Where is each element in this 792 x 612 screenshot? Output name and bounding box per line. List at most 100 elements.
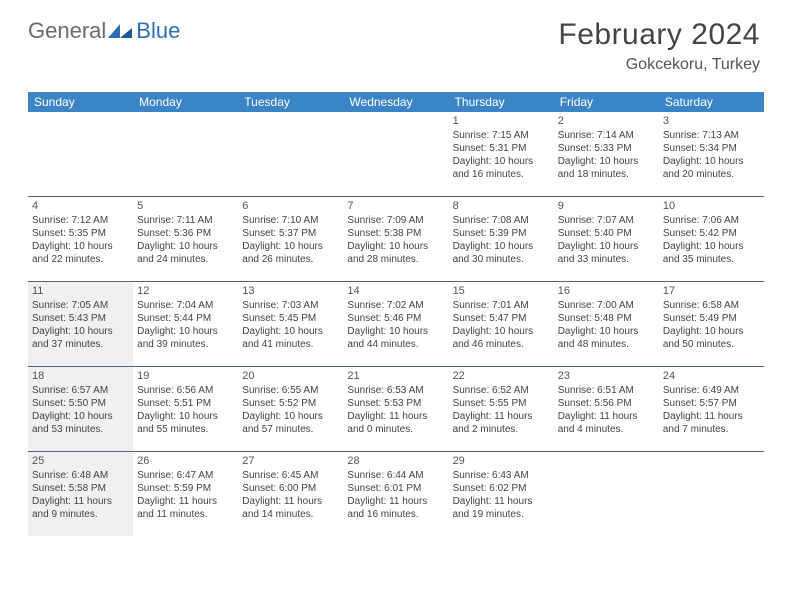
day-number: 10 (663, 199, 760, 213)
day-info: Sunrise: 6:44 AM (347, 469, 444, 482)
day-info: Sunrise: 7:11 AM (137, 214, 234, 227)
day-info: and 4 minutes. (558, 423, 655, 436)
calendar-week: 1Sunrise: 7:15 AMSunset: 5:31 PMDaylight… (28, 112, 764, 196)
day-info: Sunrise: 6:57 AM (32, 384, 129, 397)
day-number: 5 (137, 199, 234, 213)
day-info: Sunrise: 6:47 AM (137, 469, 234, 482)
location-label: Gokcekoru, Turkey (558, 56, 760, 74)
day-info: and 9 minutes. (32, 508, 129, 521)
day-info: Daylight: 11 hours (137, 495, 234, 508)
day-info: and 37 minutes. (32, 338, 129, 351)
day-info: Sunrise: 6:52 AM (453, 384, 550, 397)
day-info: Sunrise: 7:14 AM (558, 129, 655, 142)
day-info: Sunset: 5:33 PM (558, 142, 655, 155)
day-info: Sunset: 5:46 PM (347, 312, 444, 325)
day-info: Daylight: 10 hours (137, 240, 234, 253)
calendar-week: 11Sunrise: 7:05 AMSunset: 5:43 PMDayligh… (28, 281, 764, 366)
calendar-cell (238, 112, 343, 196)
day-info: Sunrise: 6:55 AM (242, 384, 339, 397)
day-number: 20 (242, 369, 339, 383)
day-info: Sunrise: 6:53 AM (347, 384, 444, 397)
day-number: 28 (347, 454, 444, 468)
calendar-cell (133, 112, 238, 196)
day-info: Sunset: 5:59 PM (137, 482, 234, 495)
calendar-cell: 13Sunrise: 7:03 AMSunset: 5:45 PMDayligh… (238, 282, 343, 366)
dow-friday: Friday (554, 92, 659, 112)
day-number: 1 (453, 114, 550, 128)
day-info: Sunset: 5:52 PM (242, 397, 339, 410)
day-info: and 16 minutes. (453, 168, 550, 181)
calendar-cell: 28Sunrise: 6:44 AMSunset: 6:01 PMDayligh… (343, 452, 448, 536)
calendar-cell: 18Sunrise: 6:57 AMSunset: 5:50 PMDayligh… (28, 367, 133, 451)
day-info: Sunset: 5:56 PM (558, 397, 655, 410)
day-info: Daylight: 10 hours (663, 240, 760, 253)
day-number: 14 (347, 284, 444, 298)
day-number: 23 (558, 369, 655, 383)
day-info: Sunset: 5:35 PM (32, 227, 129, 240)
day-info: Sunset: 5:42 PM (663, 227, 760, 240)
day-info: Sunrise: 7:01 AM (453, 299, 550, 312)
day-info: Sunset: 5:36 PM (137, 227, 234, 240)
day-info: Sunset: 5:40 PM (558, 227, 655, 240)
dow-monday: Monday (133, 92, 238, 112)
day-info: Sunrise: 7:08 AM (453, 214, 550, 227)
day-info: Sunrise: 6:43 AM (453, 469, 550, 482)
calendar-cell: 8Sunrise: 7:08 AMSunset: 5:39 PMDaylight… (449, 197, 554, 281)
calendar-cell (554, 452, 659, 536)
day-info: and 7 minutes. (663, 423, 760, 436)
calendar-cell: 7Sunrise: 7:09 AMSunset: 5:38 PMDaylight… (343, 197, 448, 281)
day-info: and 33 minutes. (558, 253, 655, 266)
day-info: Daylight: 11 hours (32, 495, 129, 508)
day-info: and 55 minutes. (137, 423, 234, 436)
day-info: Sunrise: 7:12 AM (32, 214, 129, 227)
day-info: Sunset: 5:38 PM (347, 227, 444, 240)
day-number: 4 (32, 199, 129, 213)
day-info: Daylight: 10 hours (32, 410, 129, 423)
day-info: Daylight: 10 hours (453, 325, 550, 338)
day-number: 18 (32, 369, 129, 383)
day-info: Sunset: 6:01 PM (347, 482, 444, 495)
day-info: Sunset: 5:39 PM (453, 227, 550, 240)
logo-text-1: General (28, 18, 106, 44)
calendar-cell: 19Sunrise: 6:56 AMSunset: 5:51 PMDayligh… (133, 367, 238, 451)
day-info: and 18 minutes. (558, 168, 655, 181)
calendar-cell: 3Sunrise: 7:13 AMSunset: 5:34 PMDaylight… (659, 112, 764, 196)
day-info: Daylight: 10 hours (242, 325, 339, 338)
calendar-cell: 25Sunrise: 6:48 AMSunset: 5:58 PMDayligh… (28, 452, 133, 536)
day-info: Sunset: 5:58 PM (32, 482, 129, 495)
calendar-cell: 22Sunrise: 6:52 AMSunset: 5:55 PMDayligh… (449, 367, 554, 451)
day-info: and 16 minutes. (347, 508, 444, 521)
dow-wednesday: Wednesday (343, 92, 448, 112)
day-info: Sunset: 5:31 PM (453, 142, 550, 155)
day-number: 6 (242, 199, 339, 213)
day-info: Sunset: 5:53 PM (347, 397, 444, 410)
day-info: and 22 minutes. (32, 253, 129, 266)
logo: General Blue (28, 18, 180, 44)
day-number: 25 (32, 454, 129, 468)
day-info: Sunrise: 7:10 AM (242, 214, 339, 227)
day-number: 8 (453, 199, 550, 213)
day-number: 22 (453, 369, 550, 383)
day-info: and 46 minutes. (453, 338, 550, 351)
day-info: Sunset: 6:02 PM (453, 482, 550, 495)
calendar-cell: 16Sunrise: 7:00 AMSunset: 5:48 PMDayligh… (554, 282, 659, 366)
day-info: Sunset: 5:37 PM (242, 227, 339, 240)
day-info: Sunrise: 7:03 AM (242, 299, 339, 312)
day-info: and 30 minutes. (453, 253, 550, 266)
day-info: Sunset: 5:55 PM (453, 397, 550, 410)
calendar-cell: 11Sunrise: 7:05 AMSunset: 5:43 PMDayligh… (28, 282, 133, 366)
day-info: Daylight: 10 hours (663, 155, 760, 168)
title-block: February 2024 Gokcekoru, Turkey (558, 18, 760, 74)
day-info: Sunrise: 7:13 AM (663, 129, 760, 142)
day-number: 15 (453, 284, 550, 298)
day-info: Daylight: 11 hours (453, 495, 550, 508)
day-info: Sunrise: 6:51 AM (558, 384, 655, 397)
day-info: and 41 minutes. (242, 338, 339, 351)
page-title: February 2024 (558, 18, 760, 52)
logo-text-2: Blue (136, 18, 180, 44)
day-info: Sunset: 5:45 PM (242, 312, 339, 325)
calendar-cell: 6Sunrise: 7:10 AMSunset: 5:37 PMDaylight… (238, 197, 343, 281)
calendar-week: 4Sunrise: 7:12 AMSunset: 5:35 PM Daylight… (28, 196, 764, 281)
day-info: Daylight: 10 hours (558, 155, 655, 168)
day-info: Sunset: 5:44 PM (137, 312, 234, 325)
